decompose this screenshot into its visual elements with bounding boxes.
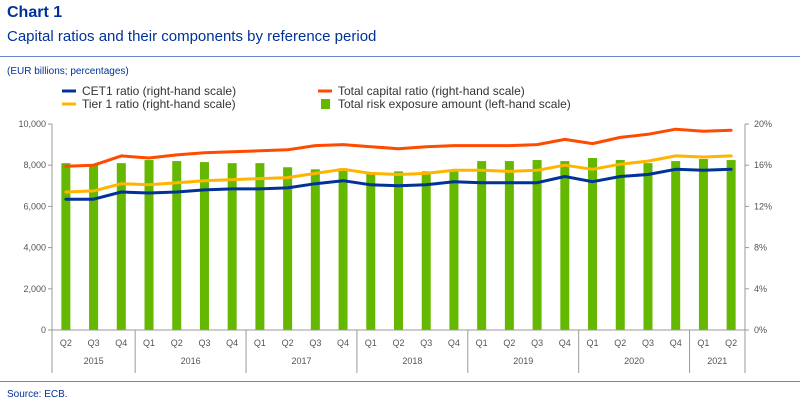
- y-left-tick-label: 10,000: [18, 119, 46, 129]
- chart-title: Chart 1: [7, 4, 63, 21]
- bar-rea: [643, 163, 653, 330]
- bar-rea: [504, 161, 514, 330]
- bar-rea: [255, 163, 265, 330]
- y-right-tick-label: 16%: [754, 160, 772, 170]
- series-line-cet1: [64, 167, 733, 201]
- series-line-total_capital: [64, 127, 733, 168]
- legend-swatch-rea: [321, 99, 330, 109]
- x-tick-label: Q2: [392, 338, 404, 348]
- y-right-tick-label: 0%: [754, 325, 767, 335]
- y-right-tick-label: 20%: [754, 119, 772, 129]
- x-tick-label: Q3: [531, 338, 543, 348]
- x-year-label: 2018: [402, 356, 422, 366]
- bar-rea: [116, 163, 126, 330]
- x-year-label: 2016: [181, 356, 201, 366]
- y-right-tick-label: 4%: [754, 284, 767, 294]
- y-left-tick-label: 6,000: [23, 201, 46, 211]
- y-left-tick-label: 2,000: [23, 284, 46, 294]
- bar-rea: [227, 163, 237, 330]
- series-line-tier1: [64, 154, 733, 194]
- x-tick-label: Q1: [476, 338, 488, 348]
- bar-rea: [144, 160, 154, 330]
- x-tick-label: Q3: [309, 338, 321, 348]
- chart-subtitle: Capital ratios and their components by r…: [7, 28, 377, 45]
- y-right-tick-label: 12%: [754, 201, 772, 211]
- y-left-tick-label: 4,000: [23, 243, 46, 253]
- bar-rea: [615, 160, 625, 330]
- x-tick-label: Q2: [614, 338, 626, 348]
- bottom-divider: [0, 381, 800, 382]
- x-tick-label: Q3: [642, 338, 654, 348]
- bar-rea: [449, 170, 459, 330]
- combo-chart: CET1 ratio (right-hand scale) Total capit…: [18, 84, 772, 373]
- bar-rea: [310, 169, 320, 330]
- x-tick-label: Q4: [670, 338, 682, 348]
- y-left-tick-label: 0: [41, 325, 46, 335]
- bar-rea: [338, 168, 348, 330]
- legend-label-cet1: CET1 ratio (right-hand scale): [82, 84, 236, 98]
- legend-label-tier1: Tier 1 ratio (right-hand scale): [82, 97, 236, 111]
- x-year-label: 2021: [707, 356, 727, 366]
- x-tick-label: Q4: [115, 338, 127, 348]
- x-year-label: 2015: [84, 356, 104, 366]
- x-tick-label: Q4: [337, 338, 349, 348]
- bar-rea: [394, 171, 403, 330]
- x-tick-label: Q1: [587, 338, 599, 348]
- x-tick-label: Q1: [697, 338, 709, 348]
- y-right-tick-label: 8%: [754, 243, 767, 253]
- bar-rea: [726, 160, 736, 330]
- bar-rea: [366, 172, 376, 330]
- x-tick-label: Q1: [143, 338, 155, 348]
- bar-rea: [477, 161, 487, 330]
- x-tick-label: Q3: [420, 338, 432, 348]
- bar-rea: [588, 157, 598, 330]
- x-year-label: 2019: [513, 356, 533, 366]
- bar-rea: [421, 171, 431, 330]
- x-tick-label: Q2: [171, 338, 183, 348]
- legend-label-rea: Total risk exposure amount (left-hand sc…: [338, 97, 571, 111]
- x-tick-label: Q3: [88, 338, 100, 348]
- bar-rea: [172, 161, 182, 330]
- x-tick-label: Q4: [226, 338, 238, 348]
- x-year-label: 2017: [291, 356, 311, 366]
- bar-rea: [560, 161, 570, 330]
- x-tick-label: Q2: [725, 338, 737, 348]
- units-note: (EUR billions; percentages): [7, 66, 129, 77]
- bar-rea: [89, 164, 99, 330]
- x-tick-label: Q2: [60, 338, 72, 348]
- bar-rea: [199, 162, 209, 330]
- top-divider: [0, 56, 800, 57]
- x-tick-label: Q3: [198, 338, 210, 348]
- bar-rea: [532, 160, 542, 330]
- x-tick-label: Q1: [254, 338, 266, 348]
- x-tick-label: Q1: [365, 338, 377, 348]
- x-year-label: 2020: [624, 356, 644, 366]
- bar-rea: [671, 161, 681, 330]
- bar-rea: [698, 159, 708, 330]
- x-tick-label: Q2: [503, 338, 515, 348]
- legend-label-total_capital: Total capital ratio (right-hand scale): [338, 84, 525, 98]
- x-tick-label: Q4: [448, 338, 460, 348]
- y-left-tick-label: 8,000: [23, 160, 46, 170]
- x-tick-label: Q4: [559, 338, 571, 348]
- bar-rea: [283, 167, 293, 330]
- x-tick-label: Q2: [282, 338, 294, 348]
- bar-rea: [61, 163, 71, 330]
- source-note: Source: ECB.: [7, 389, 68, 400]
